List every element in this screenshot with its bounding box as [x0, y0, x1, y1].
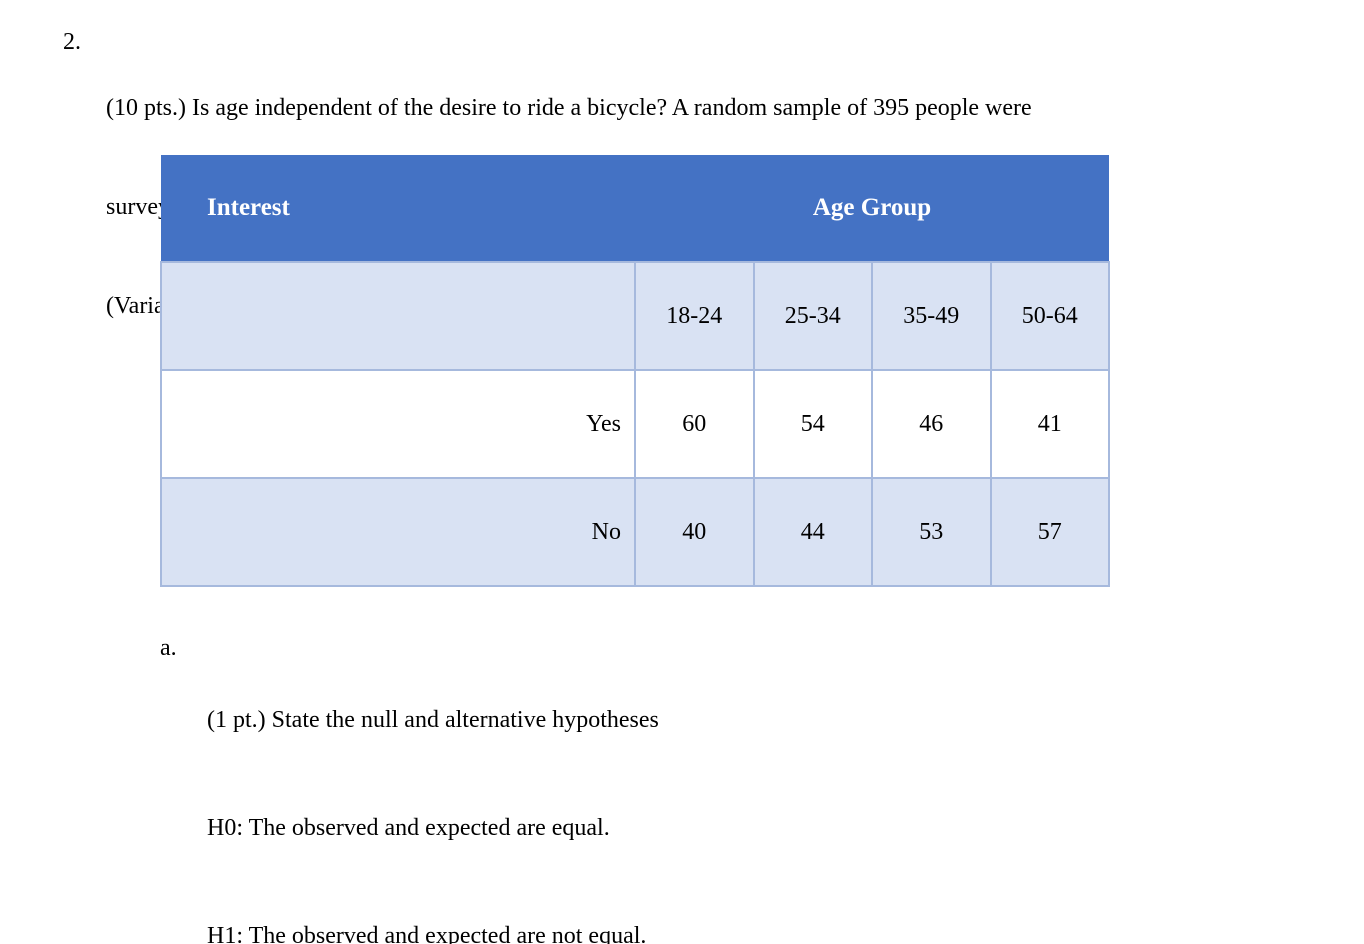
table-row-no: No 40 44 53 57	[160, 477, 1110, 587]
cell-no-25-34: 44	[752, 477, 873, 587]
subquestion-a-text: (1 pt.) State the null and alternative h…	[207, 630, 1280, 944]
subquestions: a. (1 pt.) State the null and alternativ…	[160, 630, 1280, 944]
subquestion-a-line-1: (1 pt.) State the null and alternative h…	[207, 707, 659, 733]
table-header-interest: Interest	[161, 155, 635, 262]
cell-yes-18-24: 60	[634, 369, 755, 479]
cell-no-50-64: 57	[989, 477, 1110, 587]
table-col-35-49: 35-49	[871, 261, 992, 371]
table-cell-blank	[160, 261, 636, 371]
row-label-yes: Yes	[160, 369, 636, 479]
table-subheader-row: 18-24 25-34 35-49 50-64	[160, 261, 1110, 371]
cell-no-18-24: 40	[634, 477, 755, 587]
cell-yes-25-34: 54	[752, 369, 873, 479]
subquestion-a: a. (1 pt.) State the null and alternativ…	[160, 630, 1280, 944]
subquestion-a-line-3: H1: The observed and expected are not eq…	[207, 923, 647, 944]
row-label-no: No	[160, 477, 636, 587]
cell-yes-50-64: 41	[989, 369, 1110, 479]
table-col-50-64: 50-64	[989, 261, 1110, 371]
table-row-yes: Yes 60 54 46 41	[160, 369, 1110, 479]
question-number: 2.	[63, 29, 81, 55]
table-col-18-24: 18-24	[634, 261, 755, 371]
cell-yes-35-49: 46	[871, 369, 992, 479]
question-text-line-1: (10 pts.) Is age independent of the desi…	[106, 95, 1032, 121]
table-header-age-group: Age Group	[635, 155, 1109, 262]
cell-no-35-49: 53	[871, 477, 992, 587]
subquestion-a-line-2: H0: The observed and expected are equal.	[207, 815, 610, 841]
table-header-row: Interest Age Group	[161, 155, 1109, 262]
table-col-25-34: 25-34	[752, 261, 873, 371]
survey-table: Interest Age Group 18-24 25-34 35-49 50-…	[160, 155, 1110, 587]
subquestion-a-marker: a.	[160, 635, 177, 661]
